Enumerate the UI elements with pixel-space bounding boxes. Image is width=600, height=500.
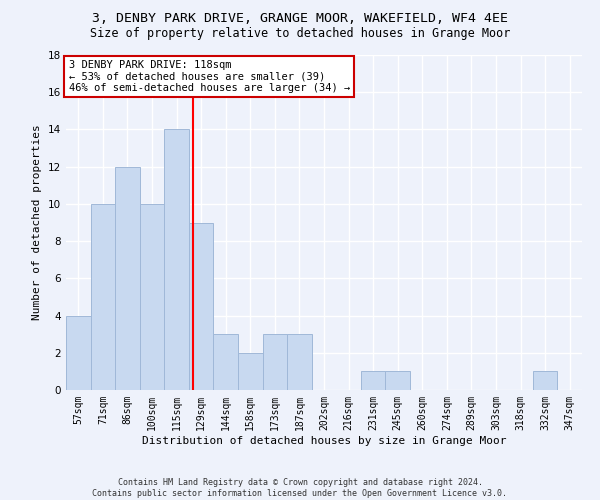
- Bar: [115, 166, 140, 390]
- Bar: [385, 372, 410, 390]
- Text: Size of property relative to detached houses in Grange Moor: Size of property relative to detached ho…: [90, 28, 510, 40]
- Y-axis label: Number of detached properties: Number of detached properties: [32, 124, 43, 320]
- Bar: [263, 334, 287, 390]
- Bar: [66, 316, 91, 390]
- Text: 3, DENBY PARK DRIVE, GRANGE MOOR, WAKEFIELD, WF4 4EE: 3, DENBY PARK DRIVE, GRANGE MOOR, WAKEFI…: [92, 12, 508, 26]
- Bar: [164, 130, 189, 390]
- Bar: [214, 334, 238, 390]
- Bar: [91, 204, 115, 390]
- Bar: [361, 372, 385, 390]
- Bar: [140, 204, 164, 390]
- Bar: [189, 222, 214, 390]
- X-axis label: Distribution of detached houses by size in Grange Moor: Distribution of detached houses by size …: [142, 436, 506, 446]
- Bar: [238, 353, 263, 390]
- Text: 3 DENBY PARK DRIVE: 118sqm
← 53% of detached houses are smaller (39)
46% of semi: 3 DENBY PARK DRIVE: 118sqm ← 53% of deta…: [68, 60, 350, 93]
- Bar: [533, 372, 557, 390]
- Bar: [287, 334, 312, 390]
- Text: Contains HM Land Registry data © Crown copyright and database right 2024.
Contai: Contains HM Land Registry data © Crown c…: [92, 478, 508, 498]
